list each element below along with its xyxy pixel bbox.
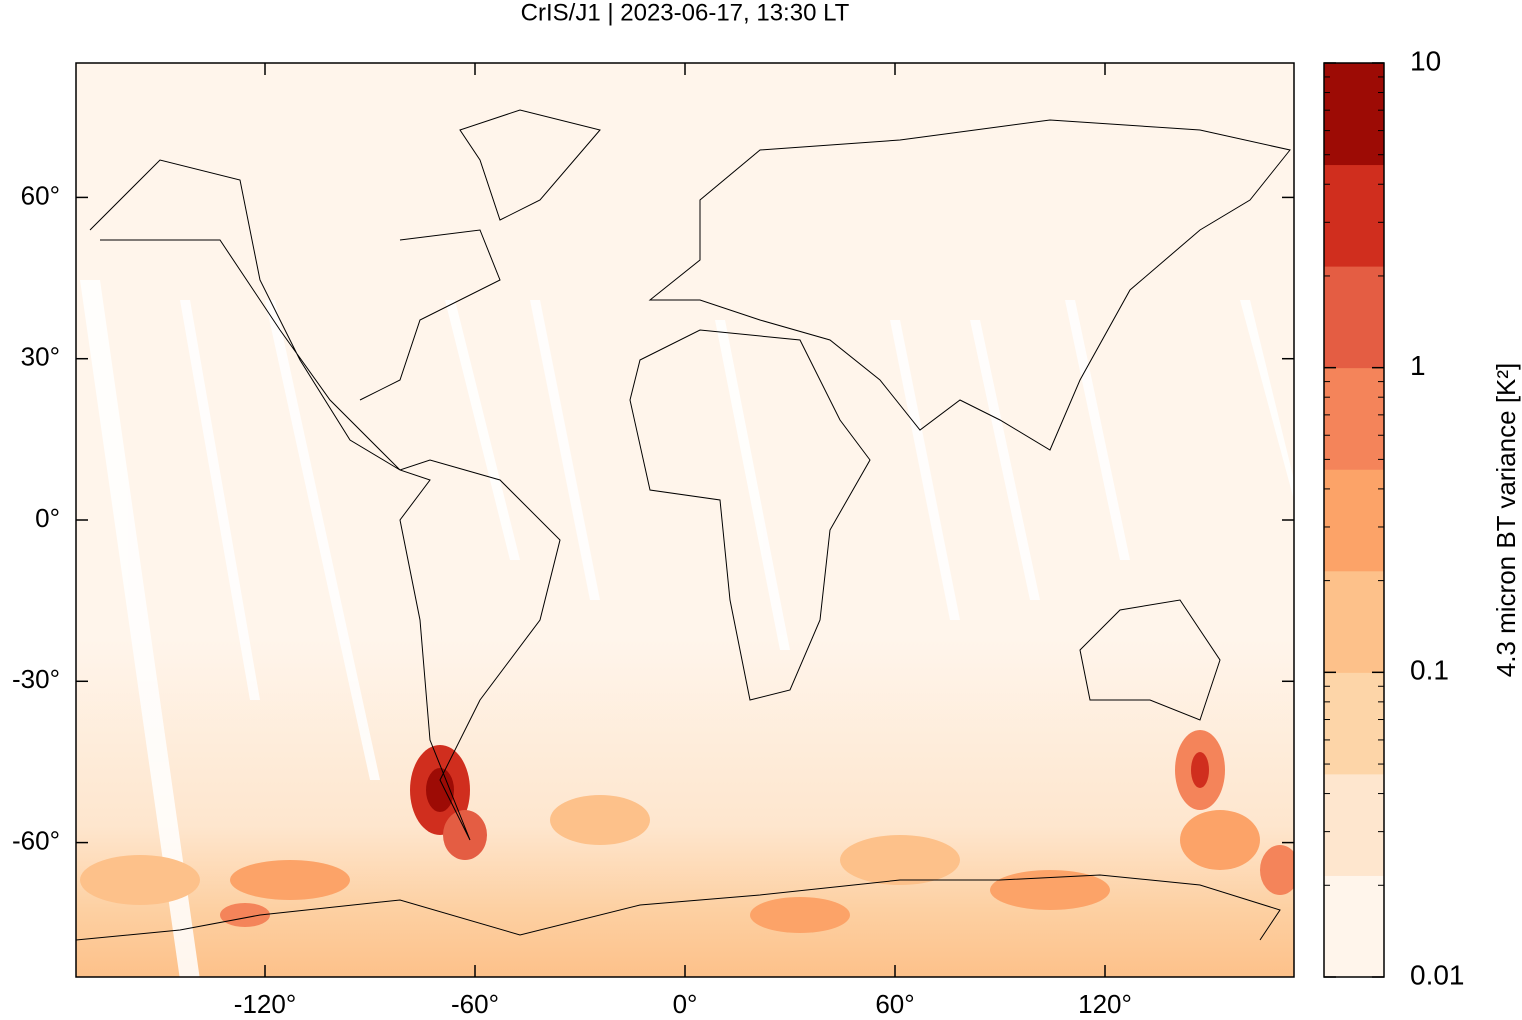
y-tick-label: -30° — [12, 664, 60, 694]
colorbar-band — [1324, 469, 1384, 572]
x-tick-label: -120° — [234, 989, 296, 1019]
colorbar-band — [1324, 773, 1384, 876]
southern-field — [76, 640, 1294, 977]
chart-title: CrIS/J1 | 2023-06-17, 13:30 LT — [521, 0, 850, 26]
y-tick-label: 30° — [21, 342, 60, 372]
colorbar-label: 4.3 micron BT variance [K²] — [1491, 363, 1521, 678]
colorbar-tick-label: 1 — [1410, 350, 1426, 381]
coastlines — [76, 109, 1291, 941]
colorbar-band — [1324, 875, 1384, 978]
x-tick-label: 60° — [875, 989, 914, 1019]
colorbar-band — [1324, 672, 1384, 775]
colorbar-band — [1324, 367, 1384, 470]
colorbar-frame — [1323, 62, 1385, 978]
x-tick-label: 120° — [1078, 989, 1132, 1019]
y-tick-label: 60° — [21, 180, 60, 210]
y-tick-label: 0° — [35, 503, 60, 533]
colorbar-tick-label: 0.1 — [1410, 655, 1449, 686]
y-tick-label: -60° — [12, 825, 60, 855]
data-gaps — [80, 280, 1294, 977]
colorbar-band — [1324, 570, 1384, 673]
colorbar-band — [1324, 63, 1384, 166]
colorbar-tick-label: 10 — [1410, 45, 1441, 76]
colorbar-tick-label: 0.01 — [1410, 959, 1465, 990]
map-field — [76, 63, 1294, 977]
colorbar-band — [1324, 266, 1384, 369]
variance-blobs — [80, 730, 1294, 933]
colorbar-band — [1324, 164, 1384, 267]
x-tick-label: -60° — [451, 989, 499, 1019]
x-tick-label: 0° — [673, 989, 698, 1019]
